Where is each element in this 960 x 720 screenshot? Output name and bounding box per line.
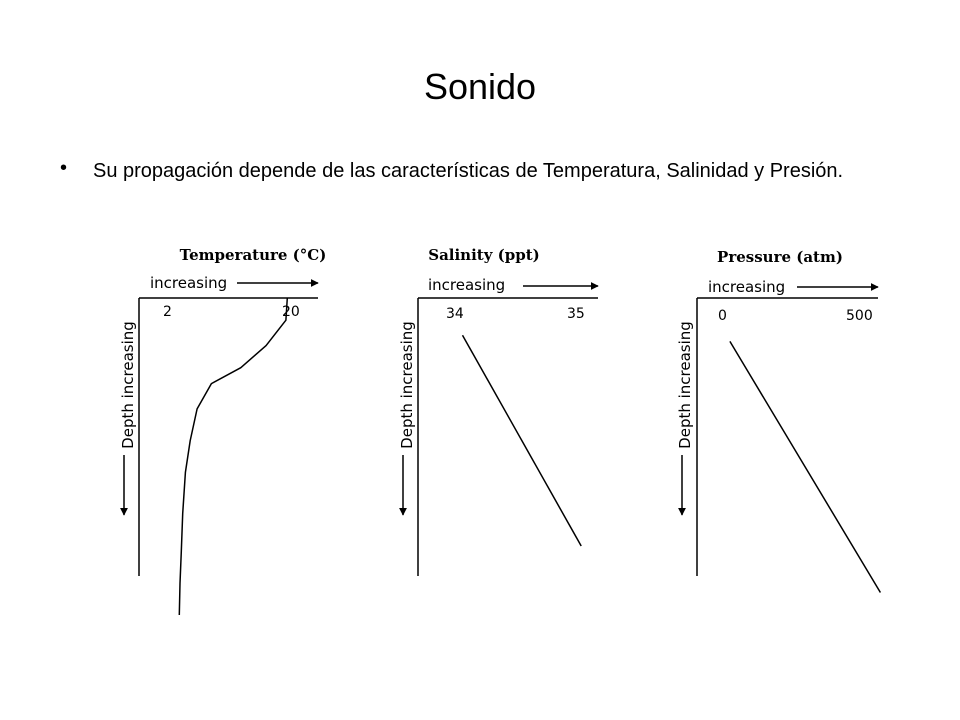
chart-3-profile-line [729, 341, 882, 593]
chart-1-x-label: increasing [150, 274, 227, 292]
chart-2-y-label: Depth increasing [398, 321, 416, 449]
chart-2-tick-min: 34 [446, 306, 464, 322]
chart-1-title: Temperature (°C) [180, 246, 327, 264]
chart-3-tick-max: 500 [846, 308, 873, 324]
chart-3-tick-min: 0 [718, 308, 727, 324]
chart-1-tick-min: 2 [163, 304, 172, 320]
chart-3-x-label: increasing [708, 278, 785, 296]
chart-1-profile-line [178, 297, 289, 616]
chart-1-y-label: Depth increasing [119, 321, 137, 449]
chart-2-profile-line [461, 334, 582, 547]
bullet-item: • Su propagación depende de las caracter… [60, 157, 890, 186]
chart-2-tick-max: 35 [567, 306, 585, 322]
bullet-marker: • [60, 157, 68, 179]
chart-2-title: Salinity (ppt) [428, 246, 540, 264]
bullet-text: Su propagación depende de las caracterís… [93, 160, 844, 182]
chart-2-x-label: increasing [428, 276, 505, 294]
slide-title: Sonido [423, 66, 537, 107]
chart-3-title: Pressure (atm) [717, 248, 843, 266]
chart-1-tick-max: 20 [282, 304, 300, 320]
chart-3-y-label: Depth increasing [676, 321, 694, 449]
